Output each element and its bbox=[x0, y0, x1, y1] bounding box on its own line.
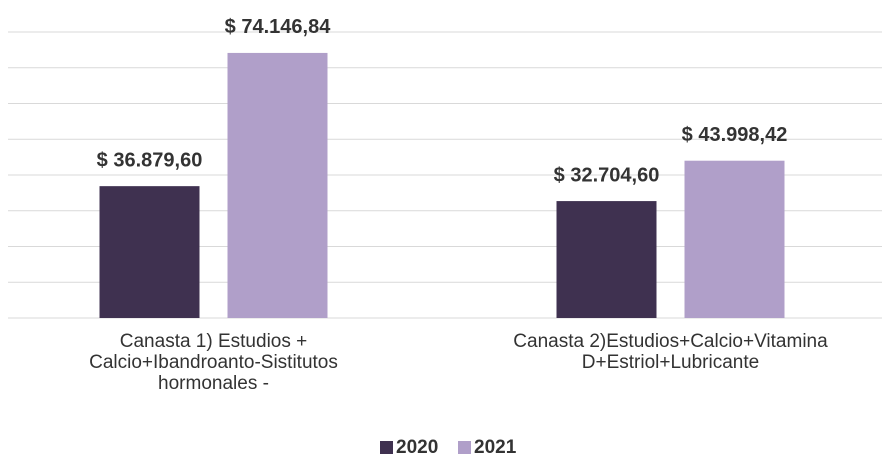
legend-label: 2020 bbox=[396, 437, 438, 458]
legend-swatch bbox=[380, 441, 393, 454]
bar bbox=[99, 186, 200, 318]
bar bbox=[684, 160, 785, 318]
x-tick-label: Canasta 2)Estudios+Calcio+Vitamina D+Est… bbox=[513, 331, 828, 373]
x-tick-label: Canasta 1) Estudios + Calcio+Ibandroanto… bbox=[89, 331, 338, 394]
data-label: $ 43.998,42 bbox=[682, 124, 788, 146]
bar bbox=[227, 52, 328, 318]
bar bbox=[556, 201, 657, 318]
legend-label: 2021 bbox=[474, 437, 517, 458]
legend-swatch bbox=[458, 441, 471, 454]
data-label: $ 32.704,60 bbox=[554, 164, 660, 186]
data-label: $ 74.146,84 bbox=[225, 16, 332, 38]
data-label: $ 36.879,60 bbox=[97, 149, 203, 171]
